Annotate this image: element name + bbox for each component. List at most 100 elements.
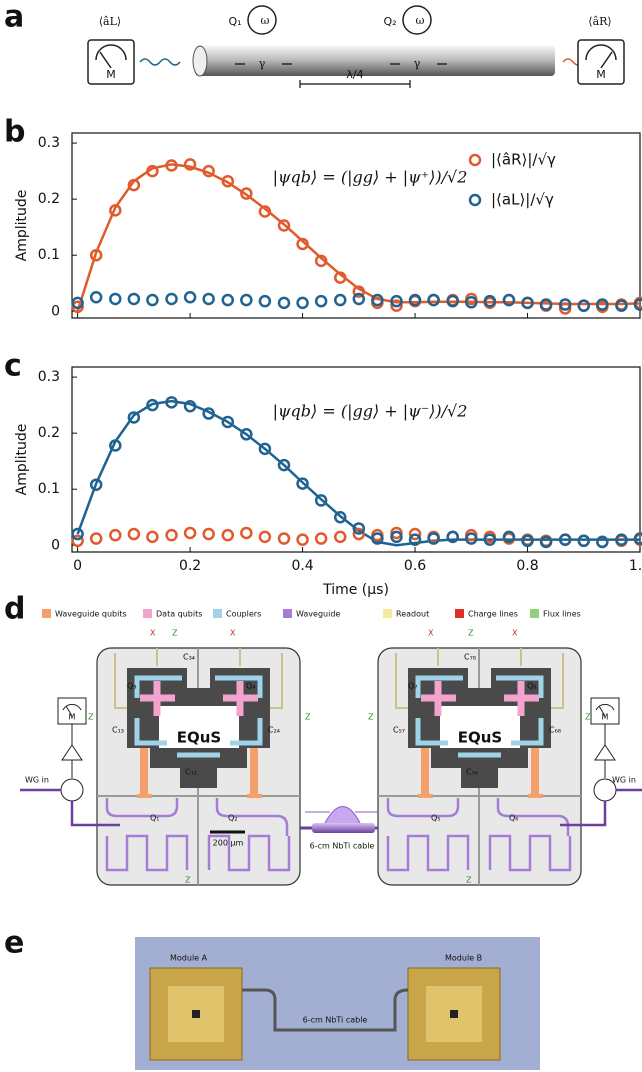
data-point <box>71 527 84 541</box>
y-tick-label: 0.1 <box>38 247 60 263</box>
charge-line: X <box>230 629 236 638</box>
data-point <box>146 398 159 412</box>
legend-label: Charge lines <box>468 610 518 619</box>
flux-line: Z <box>305 713 311 722</box>
data-point <box>165 528 178 542</box>
module-label: C₂₄ <box>268 726 280 735</box>
data-point <box>408 527 422 541</box>
data-point <box>277 219 291 232</box>
data-point <box>334 530 347 544</box>
fit-line <box>76 399 640 547</box>
legend-marker <box>468 153 482 167</box>
meter-label: M <box>69 713 76 722</box>
module-label: C₅₆ <box>466 768 478 777</box>
qubit-frequency: ω <box>416 14 425 27</box>
x-tick-label: 0.6 <box>404 558 426 574</box>
waveguide <box>195 46 555 76</box>
data-point <box>446 294 459 308</box>
flux-line: Z <box>585 713 591 722</box>
data-point <box>427 293 440 307</box>
data-point <box>390 299 403 312</box>
data-point <box>127 292 141 306</box>
data-point <box>183 291 197 304</box>
data-point <box>89 532 103 545</box>
data-point <box>202 407 215 420</box>
flux-line: Z <box>88 713 94 722</box>
data-point <box>89 291 103 304</box>
legend-swatch <box>213 609 222 618</box>
module-b-label: Module B <box>445 954 482 963</box>
data-point <box>183 526 197 540</box>
data-point <box>183 399 197 413</box>
module-label: Q₈ <box>527 682 537 691</box>
data-point <box>221 293 235 307</box>
data-point <box>371 532 384 545</box>
left-expectation: ⟨âL⟩ <box>99 15 121 28</box>
module-label: Q₇ <box>408 682 418 691</box>
data-point <box>221 174 235 188</box>
data-point <box>202 292 215 306</box>
data-point <box>539 535 553 549</box>
fit-line <box>76 163 641 312</box>
data-point <box>277 296 291 310</box>
annotation: |ψqb⟩ = (|gg⟩ + |ψ⁺⟩)/√2 <box>273 168 468 187</box>
legend-swatch <box>283 609 292 618</box>
charts: 0 0.1 0.2 0.3 Amplitude |ψqb⟩ = (|gg⟩ + |ψ⁺⟩)… <box>14 132 642 598</box>
logo: EQuS <box>458 729 502 747</box>
legend-label: |⟨aL⟩|/√γ <box>491 191 554 209</box>
data-point <box>109 528 122 542</box>
panel-label: c <box>4 349 22 384</box>
data-point <box>558 298 572 311</box>
cable <box>312 823 375 833</box>
x-tick-label: 1.0 <box>629 558 642 574</box>
data-point <box>277 458 291 472</box>
data-point <box>577 534 591 548</box>
data-point <box>258 294 272 308</box>
y-tick-label: 0.2 <box>38 425 60 441</box>
decay-label: γ <box>259 57 266 70</box>
data-point <box>633 298 642 311</box>
meter-label: M <box>602 713 609 722</box>
data-point <box>109 204 122 217</box>
legend-label: Data qubits <box>156 610 202 619</box>
data-point <box>577 299 591 312</box>
legend-label: |⟨âR⟩|/√γ <box>491 151 556 169</box>
data-point <box>502 293 516 307</box>
qubit-label: Q₂ <box>383 15 396 28</box>
data-point <box>165 159 178 172</box>
flux-line: Z <box>172 629 178 638</box>
cable-label: 6-cm NbTi cable <box>303 1016 368 1025</box>
data-point <box>558 533 572 546</box>
data-point <box>334 510 347 524</box>
data-point <box>615 533 628 546</box>
x-axis-label: Time (µs) <box>322 582 389 598</box>
y-axis-label: Amplitude <box>14 190 30 262</box>
cable-label: 6-cm NbTi cable <box>310 842 375 851</box>
flux-line: Z <box>368 713 374 722</box>
module-label: C₇₈ <box>464 653 476 662</box>
data-point <box>408 533 422 546</box>
data-point <box>277 532 291 545</box>
data-point <box>352 285 366 298</box>
data-point <box>71 300 84 314</box>
input-label: WG in <box>25 776 49 785</box>
y-tick-label: 0.3 <box>38 135 60 151</box>
data-point <box>521 296 534 310</box>
panel-label: e <box>4 926 24 961</box>
flux-line: Z <box>466 876 472 885</box>
panel-label: b <box>4 115 25 150</box>
module-label: C₁₃ <box>112 726 124 735</box>
x-tick-label: 0.8 <box>516 558 538 574</box>
legend-label: Flux lines <box>543 610 581 619</box>
data-point <box>240 428 253 441</box>
data-point <box>240 293 253 307</box>
data-point <box>596 298 609 311</box>
data-point <box>596 535 609 549</box>
scale-bar-label: 200 µm <box>213 839 244 848</box>
data-point <box>89 478 103 491</box>
data-point <box>334 271 347 284</box>
data-point <box>202 527 215 541</box>
data-point <box>483 294 497 308</box>
legend-label: Couplers <box>226 610 261 619</box>
data-point <box>465 532 478 545</box>
